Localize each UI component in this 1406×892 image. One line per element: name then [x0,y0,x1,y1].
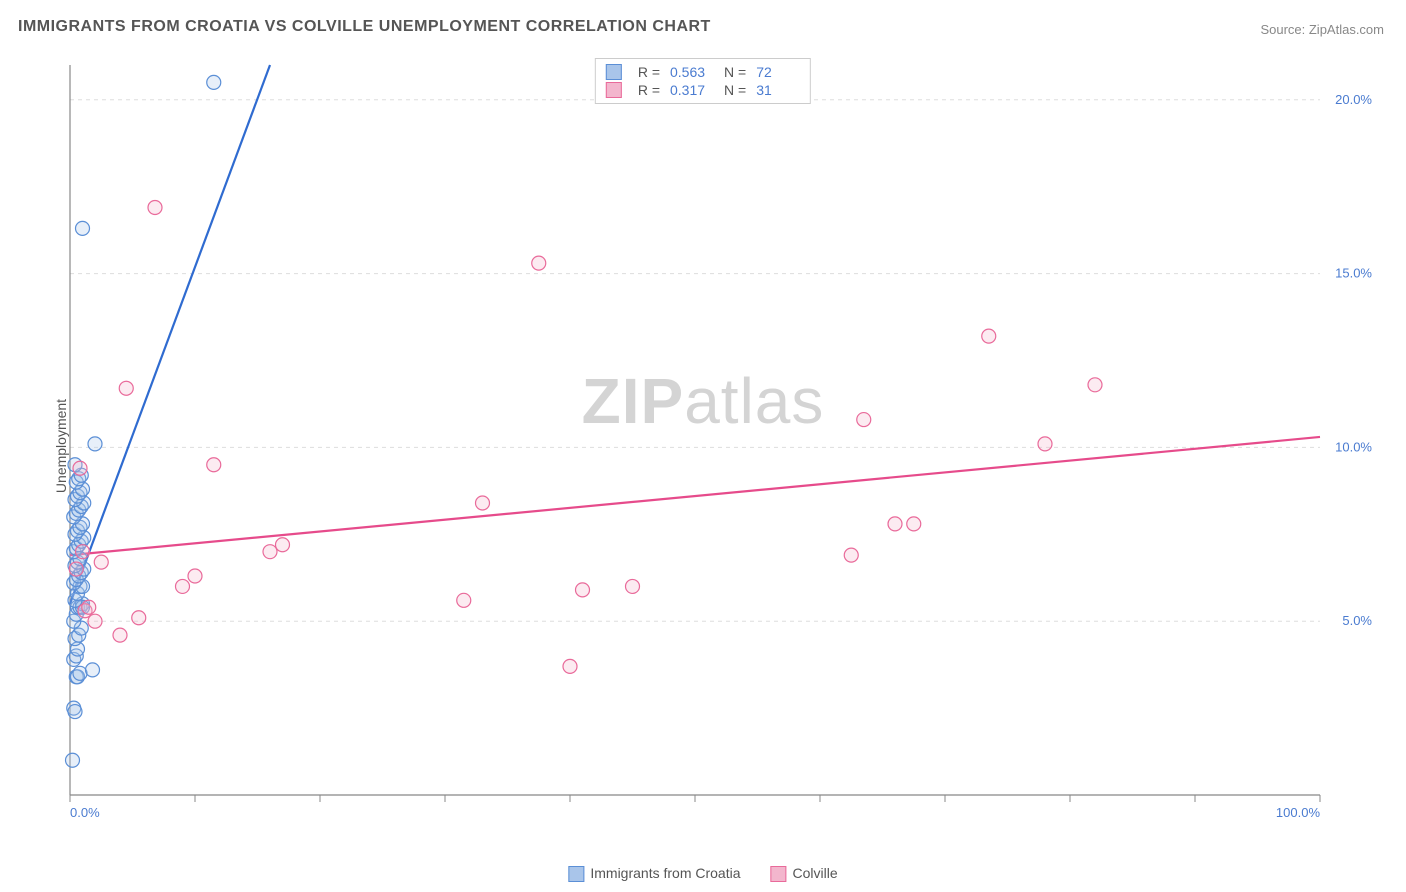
legend-swatch-0 [606,64,622,80]
source-label: Source: [1260,22,1308,37]
svg-text:0.0%: 0.0% [70,805,100,820]
n-value-1: 31 [756,82,800,98]
legend-swatch-series-0 [568,866,584,882]
legend-label-0: Immigrants from Croatia [590,865,740,881]
r-label: R = [638,82,660,98]
chart-plot-area: 5.0% 10.0% 15.0% 20.0% 0.0% 100.0% [60,55,1380,825]
correlation-legend-row-1: R = 0.317 N = 31 [606,81,800,99]
svg-text:15.0%: 15.0% [1335,266,1372,281]
n-label: N = [724,64,746,80]
series-legend: Immigrants from Croatia Colville [568,865,837,882]
svg-text:100.0%: 100.0% [1276,805,1321,820]
svg-text:10.0%: 10.0% [1335,439,1372,454]
source-attribution: Source: ZipAtlas.com [1260,22,1384,37]
r-value-1: 0.317 [670,82,714,98]
svg-text:20.0%: 20.0% [1335,92,1372,107]
correlation-legend-row-0: R = 0.563 N = 72 [606,63,800,81]
n-label: N = [724,82,746,98]
legend-swatch-1 [606,82,622,98]
legend-item-1: Colville [771,865,838,882]
legend-item-0: Immigrants from Croatia [568,865,740,882]
chart-title: IMMIGRANTS FROM CROATIA VS COLVILLE UNEM… [18,18,711,36]
source-value: ZipAtlas.com [1309,22,1384,37]
r-value-0: 0.563 [670,64,714,80]
chart-svg: 5.0% 10.0% 15.0% 20.0% 0.0% 100.0% [60,55,1380,825]
legend-label-1: Colville [793,865,838,881]
legend-swatch-series-1 [771,866,787,882]
correlation-legend: R = 0.563 N = 72 R = 0.317 N = 31 [595,58,811,104]
n-value-0: 72 [756,64,800,80]
svg-text:5.0%: 5.0% [1342,613,1372,628]
r-label: R = [638,64,660,80]
